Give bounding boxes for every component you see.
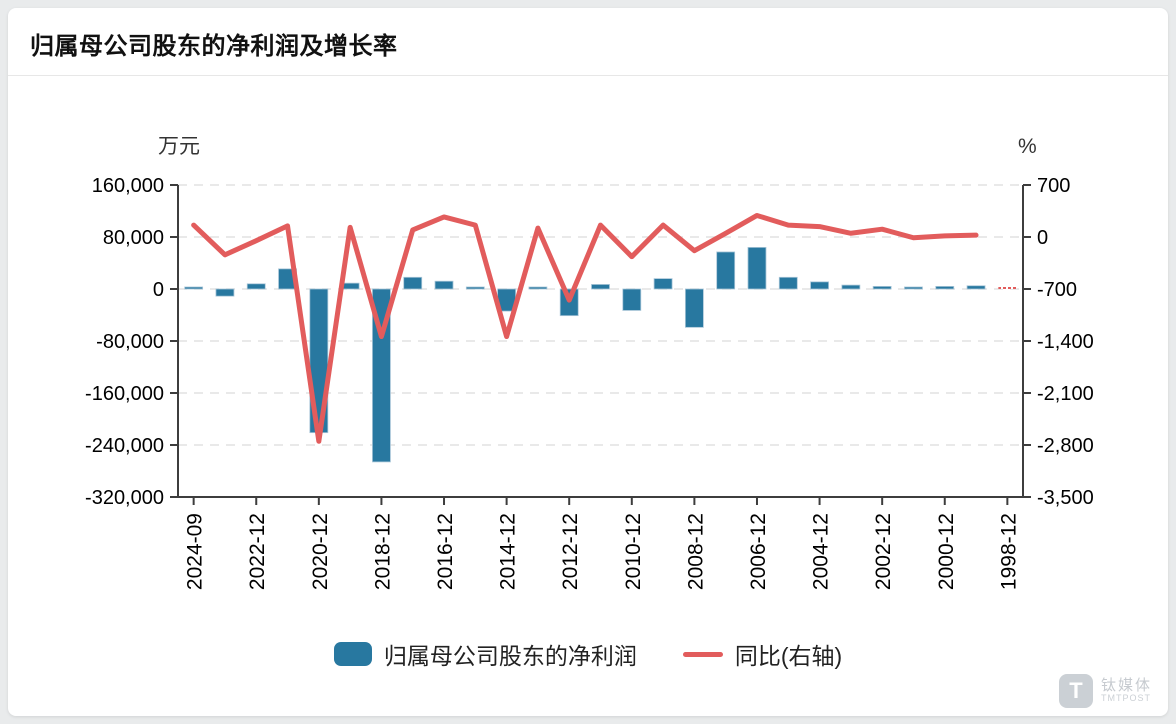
bar-2016-12: [434, 280, 454, 290]
line-series-label: 同比(右轴): [734, 643, 843, 669]
bar-2008-12: [684, 288, 704, 328]
x-axis-tick-label: 2016-12: [434, 513, 457, 590]
x-axis-tick-label: 2006-12: [747, 513, 770, 590]
x-axis-tick-label: 2012-12: [559, 513, 582, 590]
chart-title: 归属母公司股东的净利润及增长率: [30, 33, 398, 60]
right-axis-unit: %: [1018, 135, 1037, 158]
bar-2006-12: [747, 246, 767, 290]
x-axis-tick-label: 2024-09: [184, 513, 207, 590]
bar-2010-12: [622, 288, 642, 311]
bar-2004-12: [810, 281, 829, 290]
right-axis-tick-label: -1,400: [1037, 331, 1094, 353]
bar-2011-12: [591, 284, 610, 290]
legend-item-net-profit[interactable]: 归属母公司股东的净利润: [333, 637, 637, 671]
bar-series-label: 归属母公司股东的净利润: [383, 643, 637, 669]
title-divider: [8, 75, 1168, 76]
bar-2002-12: [872, 285, 892, 290]
left-axis-tick-label: -320,000: [85, 487, 164, 509]
left-axis-tick-label: -80,000: [96, 331, 164, 353]
left-axis-tick-label: -240,000: [85, 435, 164, 457]
x-axis-tick-label: 2010-12: [622, 513, 645, 590]
x-axis-tick-label: 2014-12: [497, 513, 520, 590]
watermark: T 钛媒体 TMTPOST: [1058, 674, 1152, 708]
bar-2001-12: [904, 286, 923, 290]
bar-1999-12: [966, 285, 986, 290]
bar-2003-12: [841, 284, 861, 290]
bar-2017-12: [403, 276, 423, 290]
legend-item-yoy[interactable]: 同比(右轴): [682, 637, 843, 671]
legend: 归属母公司股东的净利润 同比(右轴): [8, 637, 1168, 671]
x-axis-tick-label: 2020-12: [309, 513, 332, 590]
x-axis-tick-label: 2022-12: [246, 513, 269, 590]
bar-2000-12: [935, 285, 955, 290]
left-axis-tick-label: 80,000: [103, 227, 164, 249]
bar-2023-12: [215, 288, 235, 297]
tmtpost-logo-icon: T: [1058, 674, 1093, 708]
left-axis-tick-label: 160,000: [92, 175, 164, 197]
right-axis-tick-label: -700: [1037, 279, 1077, 301]
yoy-line: [191, 212, 979, 444]
left-axis-tick-label: -160,000: [85, 383, 164, 405]
line-series-swatch: [682, 651, 723, 657]
bar-2013-12: [528, 286, 548, 290]
left-axis-unit: 万元: [158, 135, 200, 158]
x-axis-tick-label: 2000-12: [935, 513, 958, 590]
right-axis-tick-label: 700: [1037, 175, 1070, 197]
chart-card: 归属母公司股东的净利润及增长率 万元% 160,000 80,000 0 -80,000…: [8, 8, 1168, 716]
right-axis-tick-label: 0: [1037, 227, 1048, 249]
right-axis-tick-label: -3,500: [1037, 487, 1094, 509]
bar-series-swatch: [333, 642, 372, 666]
x-axis-tick-label: 2004-12: [810, 513, 833, 590]
bar-2018-12: [372, 288, 391, 463]
combo-chart: 万元 % 160,000 80,000 0 -80,000 -160,000 -240,000…: [85, 135, 1094, 590]
watermark-sub: TMTPOST: [1100, 693, 1151, 704]
x-axis-tick-label: 2008-12: [684, 513, 707, 590]
bar-2009-12: [653, 278, 673, 290]
bar-2022-12: [246, 283, 266, 290]
chart-area: 万元% 160,000 80,000 0 -80,000 -160,000 -240,000…: [8, 76, 1168, 621]
watermark-brand: 钛媒体: [1100, 676, 1152, 694]
bar-2007-12: [716, 251, 736, 290]
left-axis-tick-label: 0: [153, 279, 164, 301]
x-axis-tick-label: 2002-12: [872, 513, 895, 590]
bar-2015-12: [465, 286, 485, 290]
right-axis-tick-label: -2,100: [1037, 383, 1094, 405]
x-axis-tick-label: 2018-12: [371, 513, 394, 590]
x-axis-tick-label: 1998-12: [997, 513, 1020, 590]
bar-2005-12: [778, 276, 798, 290]
bar-1998-12-hatched: [998, 287, 1017, 289]
bar-2024-09: [184, 286, 204, 290]
right-axis-tick-label: -2,800: [1037, 435, 1094, 457]
